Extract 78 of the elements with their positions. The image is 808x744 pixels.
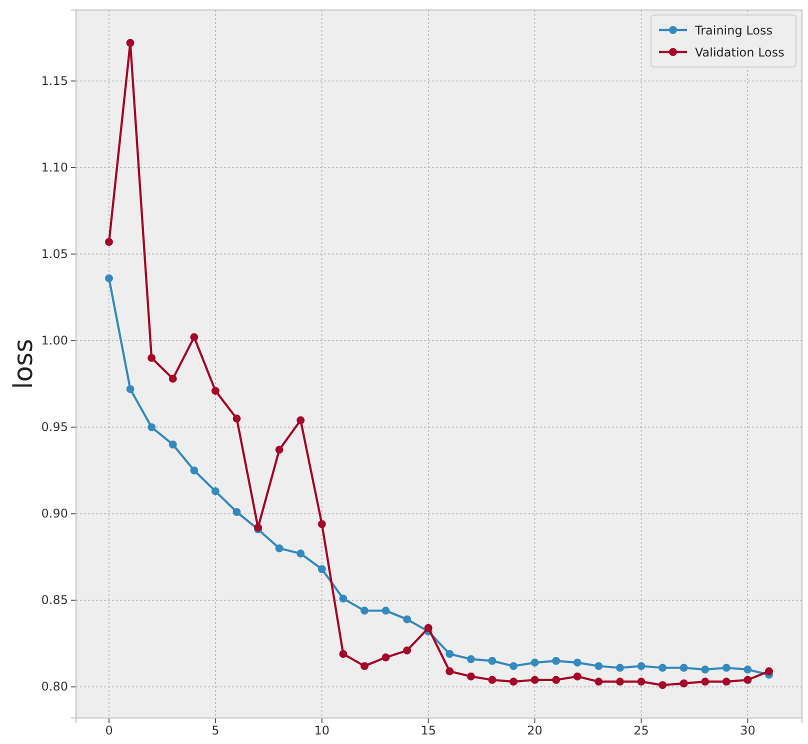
point bbox=[573, 658, 582, 667]
point bbox=[680, 664, 688, 672]
point bbox=[296, 550, 305, 558]
point bbox=[594, 678, 603, 686]
point bbox=[275, 544, 284, 552]
legend-label: Training Loss bbox=[694, 24, 772, 38]
point bbox=[552, 676, 560, 684]
point bbox=[339, 594, 348, 603]
point bbox=[680, 679, 688, 688]
point bbox=[637, 662, 646, 670]
legend-label: Validation Loss bbox=[695, 46, 784, 60]
point bbox=[403, 646, 412, 654]
x-tick-label: 25 bbox=[634, 724, 649, 738]
x-tick-label: 20 bbox=[527, 724, 542, 738]
point bbox=[232, 414, 241, 423]
point bbox=[424, 624, 432, 632]
point bbox=[466, 655, 475, 664]
point bbox=[573, 672, 582, 680]
point bbox=[360, 662, 368, 670]
y-tick-label: 1.05 bbox=[41, 246, 68, 261]
point bbox=[296, 416, 305, 424]
x-tick-label: 0 bbox=[105, 724, 113, 738]
point bbox=[382, 653, 390, 662]
point bbox=[616, 678, 624, 686]
point bbox=[126, 385, 134, 394]
x-tick-label: 5 bbox=[212, 724, 220, 738]
point bbox=[382, 606, 390, 615]
point bbox=[552, 656, 560, 665]
point bbox=[488, 656, 496, 665]
point bbox=[744, 666, 752, 674]
y-tick-label: 0.90 bbox=[41, 506, 68, 521]
y-tick-label: 0.85 bbox=[41, 593, 68, 608]
point bbox=[211, 487, 220, 496]
point bbox=[168, 440, 177, 448]
point bbox=[765, 667, 773, 676]
point bbox=[446, 650, 454, 658]
point bbox=[701, 678, 710, 686]
point bbox=[232, 508, 241, 516]
point bbox=[339, 650, 348, 658]
point bbox=[148, 423, 156, 432]
point bbox=[530, 658, 539, 667]
x-tick-label: 15 bbox=[420, 724, 436, 738]
point bbox=[360, 606, 368, 615]
point bbox=[318, 520, 326, 528]
point bbox=[510, 662, 518, 670]
point bbox=[190, 333, 198, 342]
y-tick-label: 1.00 bbox=[41, 333, 68, 348]
point bbox=[275, 446, 284, 454]
point bbox=[126, 38, 134, 47]
point bbox=[637, 678, 646, 686]
point bbox=[190, 466, 198, 474]
y-tick-label: 1.15 bbox=[41, 74, 68, 88]
point bbox=[105, 274, 113, 282]
point bbox=[148, 354, 156, 362]
point bbox=[168, 374, 177, 383]
point bbox=[318, 565, 326, 574]
point bbox=[446, 667, 454, 676]
point bbox=[744, 676, 752, 684]
point bbox=[658, 664, 667, 672]
point bbox=[510, 678, 518, 686]
point bbox=[722, 678, 730, 686]
point bbox=[466, 672, 475, 680]
point bbox=[105, 238, 113, 246]
point bbox=[211, 386, 220, 395]
point bbox=[722, 664, 730, 672]
point bbox=[701, 666, 710, 674]
point bbox=[616, 664, 624, 672]
y-axis-title: loss bbox=[9, 338, 39, 390]
x-tick-label: 30 bbox=[740, 724, 756, 738]
x-tick-label: 10 bbox=[314, 724, 330, 738]
y-tick-label: 0.80 bbox=[41, 680, 68, 694]
point bbox=[594, 662, 603, 670]
point bbox=[530, 676, 539, 684]
point bbox=[658, 681, 667, 690]
point bbox=[403, 615, 412, 624]
point bbox=[488, 676, 496, 684]
y-tick-label: 1.10 bbox=[41, 160, 68, 174]
y-tick-label: 0.95 bbox=[41, 420, 68, 434]
